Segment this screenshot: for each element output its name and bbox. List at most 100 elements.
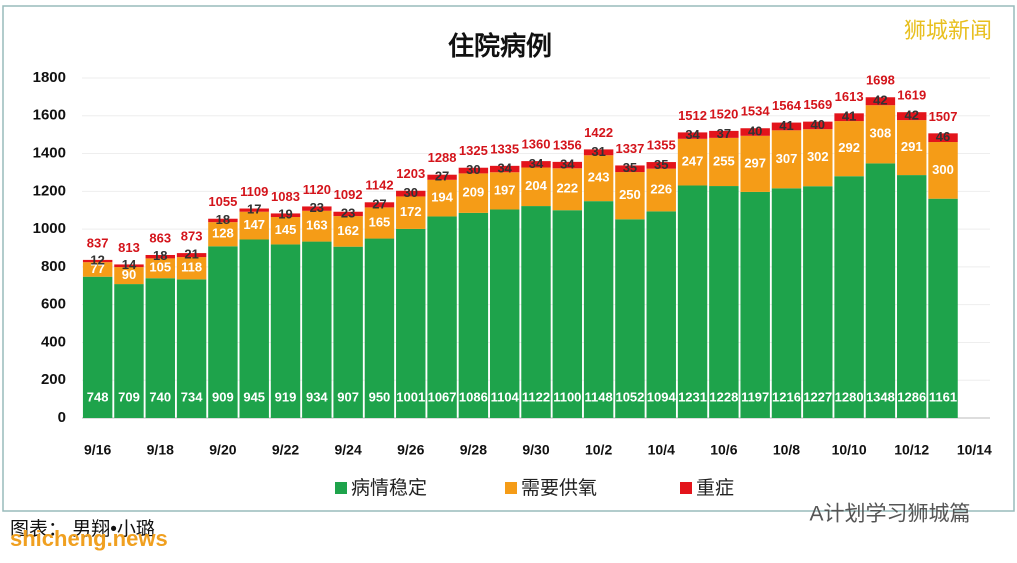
x-tick-label: 10/12 bbox=[894, 442, 929, 458]
value-label: 1216 bbox=[772, 389, 801, 404]
value-label: 1122 bbox=[522, 389, 550, 404]
x-tick-label: 10/2 bbox=[585, 442, 612, 458]
bar-segment bbox=[396, 196, 426, 229]
bar-segment bbox=[677, 185, 708, 418]
value-label: 194 bbox=[431, 190, 453, 205]
value-label: 17 bbox=[247, 202, 261, 217]
bar-segment bbox=[427, 174, 457, 180]
value-label: 1227 bbox=[803, 389, 832, 404]
bar-segment bbox=[865, 97, 896, 106]
value-label: 945 bbox=[243, 389, 265, 404]
total-label: 1564 bbox=[772, 98, 802, 113]
bar-segment bbox=[114, 267, 144, 285]
value-label: 247 bbox=[682, 154, 704, 169]
x-tick-label: 9/28 bbox=[460, 442, 487, 458]
value-label: 41 bbox=[779, 118, 793, 133]
bar-segment bbox=[302, 206, 332, 211]
bar-segment bbox=[803, 186, 833, 418]
value-label: 77 bbox=[90, 261, 104, 276]
bar-segment bbox=[646, 168, 676, 212]
value-label: 34 bbox=[685, 127, 700, 142]
total-label: 1613 bbox=[835, 89, 864, 104]
bar-segment bbox=[646, 162, 676, 169]
y-tick-label: 800 bbox=[41, 258, 66, 275]
value-label: 37 bbox=[717, 126, 731, 141]
value-label: 34 bbox=[497, 160, 512, 175]
value-label: 919 bbox=[275, 389, 297, 404]
value-label: 147 bbox=[243, 217, 265, 232]
value-label: 42 bbox=[904, 108, 918, 123]
x-tick-label: 9/30 bbox=[522, 442, 549, 458]
total-label: 1203 bbox=[396, 166, 425, 181]
value-label: 1094 bbox=[647, 389, 677, 404]
x-tick-label: 9/20 bbox=[209, 442, 236, 458]
value-label: 163 bbox=[306, 218, 328, 233]
y-tick-label: 0 bbox=[58, 409, 66, 426]
value-label: 145 bbox=[275, 222, 297, 237]
total-label: 1360 bbox=[522, 137, 551, 152]
value-label: 162 bbox=[337, 223, 359, 238]
bar-segment bbox=[928, 133, 958, 143]
bar-segment bbox=[834, 121, 864, 177]
bar-segment bbox=[82, 259, 113, 263]
bar-segment bbox=[897, 112, 927, 121]
x-tick-label: 9/18 bbox=[147, 442, 174, 458]
bar-segment bbox=[82, 276, 113, 418]
value-label: 1052 bbox=[615, 389, 644, 404]
value-label: 34 bbox=[529, 156, 544, 171]
total-label: 873 bbox=[181, 229, 203, 244]
value-label: 300 bbox=[932, 162, 954, 177]
bar-segment bbox=[458, 212, 489, 418]
y-tick-label: 600 bbox=[41, 296, 66, 313]
value-label: 950 bbox=[369, 389, 391, 404]
total-label: 1109 bbox=[240, 184, 268, 199]
value-label: 18 bbox=[153, 248, 167, 263]
x-tick-label: 10/14 bbox=[957, 442, 992, 458]
bar-segment bbox=[834, 176, 864, 418]
legend-label: 病情稳定 bbox=[351, 477, 427, 499]
bar-segment bbox=[145, 258, 175, 279]
bar-segment bbox=[82, 262, 113, 277]
bar-segment bbox=[270, 213, 301, 218]
total-label: 1422 bbox=[584, 125, 613, 140]
value-label: 34 bbox=[560, 157, 575, 172]
legend-label: 重症 bbox=[696, 477, 734, 499]
bar-segment bbox=[239, 211, 269, 240]
bar-segment bbox=[114, 264, 144, 268]
value-label: 1001 bbox=[396, 389, 425, 404]
value-label: 909 bbox=[212, 389, 234, 404]
total-label: 1288 bbox=[428, 150, 457, 165]
legend-swatch bbox=[335, 482, 347, 494]
bar-segment bbox=[302, 241, 332, 418]
value-label: 302 bbox=[807, 149, 829, 164]
bar-segment bbox=[709, 186, 739, 418]
bar-segment bbox=[270, 244, 301, 418]
legend-swatch bbox=[505, 482, 517, 494]
bar-segment bbox=[176, 279, 207, 418]
bar-segment bbox=[176, 253, 207, 258]
bar-segment bbox=[176, 257, 207, 280]
value-label: 1104 bbox=[491, 389, 520, 404]
value-label: 226 bbox=[650, 181, 672, 196]
bar-segment bbox=[583, 149, 614, 156]
value-label: 27 bbox=[435, 169, 449, 184]
value-label: 197 bbox=[494, 182, 516, 197]
bar-segment bbox=[709, 137, 739, 187]
bar-segment bbox=[396, 228, 426, 418]
bar-segment bbox=[114, 284, 144, 418]
value-label: 42 bbox=[873, 93, 887, 108]
value-label: 748 bbox=[87, 389, 109, 404]
value-label: 934 bbox=[306, 389, 328, 404]
y-tick-label: 1200 bbox=[33, 182, 66, 199]
value-label: 308 bbox=[870, 126, 892, 141]
bar-segment bbox=[270, 217, 301, 245]
total-label: 1569 bbox=[803, 97, 832, 112]
bar-segment bbox=[615, 172, 645, 220]
bar-segment bbox=[615, 165, 645, 173]
value-label: 1067 bbox=[428, 389, 457, 404]
bar-segment bbox=[521, 167, 551, 207]
bar-segment bbox=[928, 142, 958, 199]
bar-segment bbox=[865, 105, 896, 164]
value-label: 709 bbox=[118, 389, 140, 404]
